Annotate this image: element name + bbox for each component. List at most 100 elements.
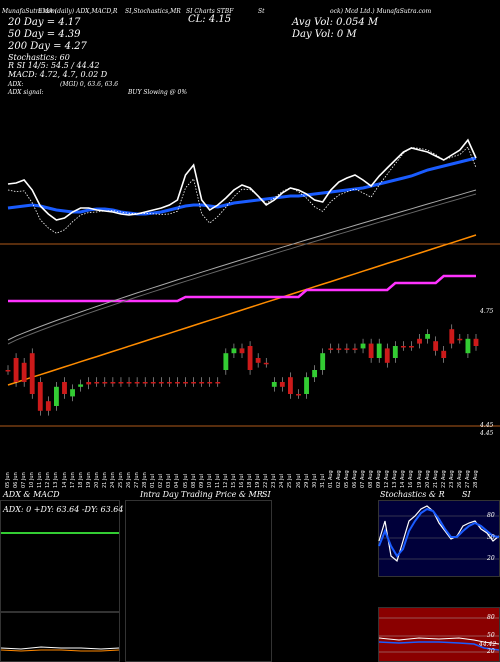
rsi-panel: 80 50 44.42 20 xyxy=(378,607,500,662)
candle-body xyxy=(255,358,261,363)
date-tick-label: 18 Jul xyxy=(247,474,254,488)
date-tick-label: 12 Jun xyxy=(45,472,52,488)
date-tick-label: 08 Aug xyxy=(368,470,375,488)
candle-body xyxy=(328,348,334,350)
price-label-top: 4.75 xyxy=(480,308,494,315)
date-tick-label: 28 Jun xyxy=(142,472,149,488)
price-label-bot: 4.45 xyxy=(480,430,494,437)
candle-body xyxy=(239,348,245,354)
ema50-line xyxy=(7,156,477,216)
candle-body xyxy=(263,362,269,365)
date-tick-label: 08 Jul xyxy=(190,474,197,488)
chart-type-label-3: SI Charts STBF xyxy=(186,8,234,15)
candle-body xyxy=(150,382,156,384)
candle-body xyxy=(392,346,398,358)
candle-body xyxy=(53,386,59,406)
date-tick-label: 14 Aug xyxy=(400,470,407,488)
candle-body xyxy=(78,384,84,387)
candle-body xyxy=(473,338,479,346)
date-tick-label: 02 Aug xyxy=(335,470,342,488)
candle-body xyxy=(158,382,164,384)
date-tick-label: 13 Jun xyxy=(53,472,60,488)
candle-body xyxy=(352,348,358,350)
candle-body xyxy=(110,382,116,384)
candle-body xyxy=(400,346,406,348)
candle-body xyxy=(215,382,221,384)
candle-body xyxy=(166,382,172,384)
date-tick-label: 30 Jul xyxy=(311,474,318,488)
date-tick-label: 17 Jun xyxy=(69,472,76,488)
date-tick-label: 19 Jun xyxy=(85,472,92,488)
ema20-line xyxy=(7,138,477,221)
ema20-label: 20 Day = 4.17 xyxy=(8,17,81,28)
candle-body xyxy=(102,382,108,384)
date-tick-label: 02 Jul xyxy=(158,474,165,488)
ema50-label: 50 Day = 4.39 xyxy=(8,29,81,40)
date-tick-label: 07 Aug xyxy=(360,470,366,488)
candle-body xyxy=(118,382,124,384)
stoch-panel-title: Stochastics & R xyxy=(380,490,445,499)
buy-signal-label: BUY Slowing @ 0% xyxy=(128,89,188,96)
date-tick-label: 12 Jul xyxy=(222,474,229,488)
date-tick-label: 23 Jul xyxy=(271,474,278,488)
candle-body xyxy=(13,358,19,382)
candle-body xyxy=(37,382,43,411)
stochastics-label: Stochastics: 60 xyxy=(8,53,70,62)
date-tick-label: 09 Jul xyxy=(198,474,205,488)
ema200-line xyxy=(8,274,476,303)
candle-body xyxy=(134,382,140,384)
long-ma-line-b xyxy=(7,193,477,345)
candle-body xyxy=(360,343,366,349)
date-tick-label: 03 Jul xyxy=(166,474,173,488)
date-tick-label: 25 Jul xyxy=(287,474,294,488)
date-tick-label: 27 Jun xyxy=(134,472,141,488)
macd-panel xyxy=(0,612,120,662)
date-tick-label: 27 Aug xyxy=(464,470,471,488)
date-tick-label: 15 Jul xyxy=(230,474,237,488)
candle-body xyxy=(433,341,439,351)
candle-body xyxy=(45,401,51,411)
date-tick-label: 05 Aug xyxy=(343,470,350,488)
candle-body xyxy=(287,377,293,394)
candle-body xyxy=(29,353,35,394)
date-tick-label: 09 Aug xyxy=(376,470,383,488)
date-tick-label: 13 Aug xyxy=(392,470,399,488)
date-tick-label: 05 Jul xyxy=(182,474,189,488)
date-tick-label: 04 Jul xyxy=(174,474,181,488)
candle-body xyxy=(296,394,301,396)
rsi-tick-50: 50 xyxy=(487,632,495,639)
date-tick-label: 19 Jul xyxy=(255,474,262,488)
candle-body xyxy=(441,350,447,358)
date-tick-label: 01 Aug xyxy=(327,470,334,488)
stoch-si-label: SI xyxy=(462,490,471,499)
stoch-tick-80: 80 xyxy=(487,512,495,519)
candle-body xyxy=(344,348,350,350)
candle-body xyxy=(183,382,188,384)
candle-body xyxy=(5,370,11,372)
date-tick-label: 20 Aug xyxy=(424,470,431,488)
candle-body xyxy=(336,348,342,350)
close-price: CL: 4.15 xyxy=(188,14,232,25)
date-tick-label: 01 Jul xyxy=(150,474,157,488)
intraday-si-label: SI xyxy=(262,490,271,499)
macd-label: MACD: 4.72, 4.7, 0.02 D xyxy=(8,70,108,79)
date-tick-label: 22 Aug xyxy=(440,470,447,488)
candle-body xyxy=(94,382,100,384)
candle-body xyxy=(62,382,67,394)
candle-body xyxy=(312,370,318,378)
date-tick-label: 14 Jun xyxy=(61,472,68,488)
date-tick-label: 18 Jun xyxy=(77,472,84,488)
candle-body xyxy=(271,382,277,387)
date-tick-label: 31 Jul xyxy=(319,474,326,488)
stoch-tick-50: 50 xyxy=(487,534,495,541)
candle-body xyxy=(425,334,431,339)
rsi-tick-80: 80 xyxy=(487,614,495,621)
adx-signal-label: ADX signal: xyxy=(8,89,44,96)
mrsi-label: (MGI) 0, 63.6, 63.6 xyxy=(60,81,119,88)
date-tick-label: 24 Jun xyxy=(109,472,116,488)
date-tick-label: 06 Jun xyxy=(13,472,20,488)
candle-body xyxy=(409,346,414,348)
day-volume: Day Vol: 0 M xyxy=(292,29,357,40)
date-tick-label: 10 Jul xyxy=(206,474,213,488)
long-ma-line-a xyxy=(7,189,477,341)
